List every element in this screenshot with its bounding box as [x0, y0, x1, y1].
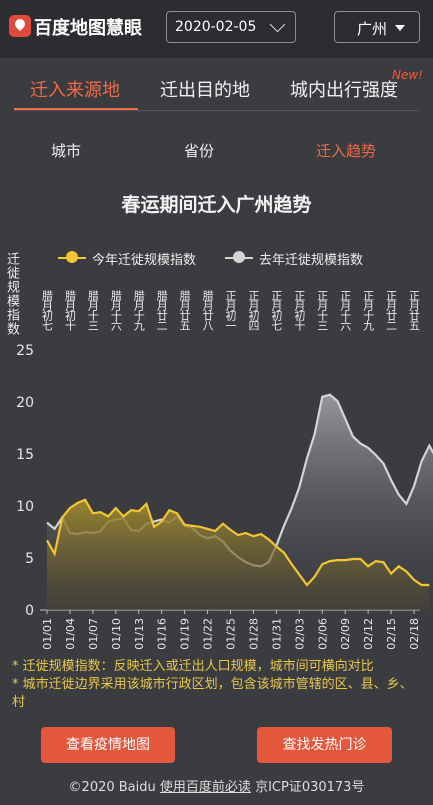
tab-outbound-destination[interactable]: 迁出目的地: [160, 80, 250, 101]
note-city-boundary: * 城市迁徙边界采用该城市行政区划，包含该城市管辖的区、县、乡、村: [12, 677, 413, 710]
migration-trend-chart: 0 5 10 15 20 25 01/01 腊月初七 01/04 腊月初十 01/07 腊月十三 01/…: [16, 290, 433, 650]
chevron-down-icon: [269, 16, 286, 33]
header-bar: 百度地图慧眼 2020-02-05 广州: [0, 0, 433, 58]
x-tick-label: 02/18: [408, 618, 421, 650]
subtab-province[interactable]: 省份: [184, 142, 215, 160]
subtab-inbound-trend[interactable]: 迁入趋势: [316, 142, 377, 160]
lunar-date-label: 正月廿五: [408, 290, 421, 330]
x-tick-label: 02/12: [362, 618, 375, 650]
y-tick-label: 10: [16, 499, 34, 515]
footer: ©2020 Baidu 使用百度前必读 京ICP证030173号: [0, 776, 433, 795]
x-tick-label: 01/19: [179, 618, 192, 650]
x-tick-label: 02/03: [293, 618, 306, 650]
x-tick-label: 01/07: [87, 618, 100, 650]
legend-dot: [233, 251, 245, 263]
lunar-date-label: 腊月十六: [109, 290, 122, 331]
lunar-date-label: 正月十六: [339, 290, 352, 331]
y-tick-label: 15: [16, 447, 34, 463]
subtab-city[interactable]: 城市: [51, 142, 82, 160]
lunar-date-label: 正月初十: [293, 290, 306, 331]
tab-divider: [14, 110, 419, 111]
x-tick-label: 02/15: [385, 618, 398, 650]
x-tick-label: 02/09: [339, 618, 352, 650]
view-epidemic-map-button[interactable]: 查看疫情地图: [41, 727, 175, 763]
date-select[interactable]: 2020-02-05: [166, 11, 296, 43]
city-select[interactable]: 广州: [334, 11, 420, 43]
x-tick-label: 01/22: [202, 618, 215, 650]
x-tick-label: 01/04: [64, 618, 77, 650]
x-tick-label: 01/13: [133, 618, 146, 650]
x-tick-label: 01/31: [270, 618, 283, 650]
baidu-map-logo-icon: [9, 15, 31, 37]
lunar-date-label: 腊月廿二: [155, 290, 168, 330]
y-axis-label: 迁徙规模指数: [4, 252, 19, 336]
x-tick-label: 01/01: [41, 618, 54, 650]
lunar-date-label: 腊月初七: [41, 290, 54, 331]
terms-link[interactable]: 使用百度前必读: [159, 780, 251, 795]
x-tick-label: 01/10: [110, 618, 123, 650]
icp-number: 京ICP证030173号: [255, 780, 365, 795]
lunar-date-label: 正月初七: [270, 290, 283, 331]
active-tab-indicator: [14, 108, 138, 110]
y-tick-label: 5: [25, 551, 34, 567]
tab-inbound-source[interactable]: 迁入来源地: [30, 80, 120, 101]
copyright: ©2020 Baidu: [68, 780, 156, 795]
legend-label: 今年迁徙规模指数: [92, 253, 197, 268]
x-tick-label: 01/16: [156, 618, 169, 650]
y-tick-label: 25: [16, 343, 34, 359]
lunar-date-label: 正月廿二: [385, 290, 398, 330]
x-tick-label: 01/28: [247, 618, 260, 650]
chart-notes: * 迁徙规模指数：反映迁入或迁出人口规模，城市间可横向对比 * 城市迁徙边界采用…: [12, 658, 424, 712]
lunar-date-label: 腊月初十: [63, 290, 76, 331]
lunar-date-label: 正月十九: [362, 290, 375, 331]
city-value: 广州: [357, 20, 388, 38]
y-tick-label: 20: [16, 395, 34, 411]
legend-label: 去年迁徙规模指数: [259, 253, 364, 268]
legend-dot: [66, 251, 78, 263]
chart-title: 春运期间迁入广州趋势: [121, 194, 312, 216]
new-badge: New!: [392, 68, 423, 82]
x-tick-label: 02/06: [316, 618, 329, 650]
lunar-date-label: 腊月十三: [86, 290, 99, 330]
x-tick-label: 01/25: [225, 618, 238, 650]
lunar-date-label: 正月十三: [316, 290, 329, 330]
find-fever-clinic-button[interactable]: 查找发热门诊: [257, 727, 392, 763]
lunar-date-label: 正月初一: [224, 290, 237, 330]
date-value: 2020-02-05: [175, 19, 257, 35]
caret-down-icon: [395, 25, 405, 31]
tab-intracity-travel[interactable]: 城内出行强度: [290, 80, 398, 101]
main-tabs: 迁入来源地 迁出目的地 城内出行强度: [0, 58, 433, 110]
this-year-line: [46, 498, 430, 587]
this-year-area: [47, 499, 430, 610]
lunar-date-label: 腊月廿五: [178, 290, 191, 330]
note-scale-index: * 迁徙规模指数：反映迁入或迁出人口规模，城市间可横向对比: [12, 659, 374, 674]
y-tick-label: 0: [25, 603, 34, 619]
app-title: 百度地图慧眼: [34, 18, 142, 39]
lunar-date-label: 正月初四: [247, 290, 260, 331]
lunar-date-label: 腊月廿八: [201, 290, 214, 331]
lunar-date-label: 腊月十九: [132, 290, 145, 331]
